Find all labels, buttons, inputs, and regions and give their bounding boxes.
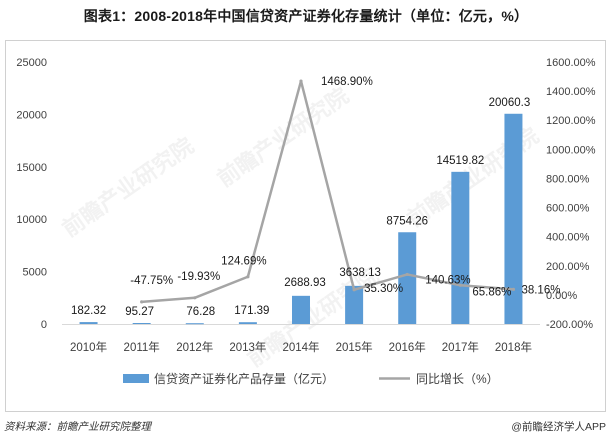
right-axis-tick-label: 1600.00% — [546, 57, 596, 69]
legend-bar-label: 信贷资产证券化产品存量（亿元） — [154, 371, 334, 386]
left-axis-tick-label: 0 — [41, 319, 47, 331]
bar-5 — [292, 295, 310, 324]
bar-data-label: 3638.13 — [339, 267, 381, 279]
bar-1 — [79, 322, 98, 324]
bar-4 — [238, 322, 257, 324]
right-axis-tick-label: -200.00% — [546, 319, 593, 331]
line-data-label: -19.93% — [177, 271, 220, 283]
chart-title: 图表1：2008-2018年中国信贷资产证券化存量统计（单位：亿元，%） — [83, 8, 529, 24]
x-axis-tick-label: 2010年 — [70, 340, 107, 354]
x-axis-tick-label: 2016年 — [389, 340, 426, 354]
chart-panel — [5, 40, 606, 412]
x-axis-tick-label: 2018年 — [495, 340, 532, 354]
x-axis-tick-label: 2012年 — [176, 340, 213, 354]
brand-note: @前瞻经济学人APP — [511, 421, 606, 433]
bar-3 — [185, 323, 204, 325]
line-data-label: 1468.90% — [321, 76, 373, 88]
right-axis-tick-label: 600.00% — [546, 203, 590, 215]
left-axis-tick-label: 20000 — [16, 109, 47, 121]
line-data-label: -47.75% — [130, 275, 173, 287]
x-axis-tick-label: 2017年 — [442, 340, 479, 354]
right-axis-tick-label: 1400.00% — [546, 86, 596, 98]
left-axis-tick-label: 5000 — [23, 267, 47, 279]
growth-point-5 — [299, 79, 303, 83]
line-data-label: 38.16% — [521, 284, 560, 296]
growth-point-7 — [405, 272, 409, 277]
bar-8 — [451, 171, 470, 324]
source-note: 资料来源：前瞻产业研究院整理 — [4, 421, 151, 433]
right-axis-tick-label: 1000.00% — [546, 144, 596, 156]
bar-9 — [504, 113, 523, 324]
right-axis-tick-label: 1200.00% — [546, 115, 596, 127]
x-axis-tick-label: 2011年 — [124, 340, 160, 354]
left-axis-tick-label: 10000 — [16, 214, 47, 226]
bar-data-label: 2688.93 — [284, 277, 326, 289]
growth-point-3 — [193, 296, 197, 300]
bar-data-label: 8754.26 — [386, 215, 428, 227]
growth-point-9 — [511, 287, 516, 291]
right-axis-tick-label: 800.00% — [546, 173, 590, 185]
growth-point-8 — [458, 283, 462, 287]
bar-data-label: 182.32 — [71, 305, 106, 317]
bar-7 — [398, 232, 417, 324]
legend-bar-swatch — [123, 374, 149, 383]
x-axis-tick-label: 2013年 — [229, 340, 266, 354]
line-data-label: 65.86% — [472, 286, 511, 298]
bar-data-label: 76.28 — [186, 306, 215, 318]
line-data-label: 124.69% — [221, 256, 266, 268]
line-data-label: 140.63% — [425, 274, 470, 286]
growth-point-6 — [352, 288, 356, 292]
bar-data-label: 20060.3 — [489, 97, 531, 109]
legend-line-label: 同比增长（%） — [416, 372, 499, 386]
bar-data-label: 14519.82 — [436, 155, 484, 167]
growth-point-2 — [140, 300, 144, 304]
right-axis-tick-label: 0.00% — [546, 290, 577, 302]
line-data-label: 35.30% — [364, 283, 403, 295]
growth-line — [141, 79, 514, 304]
right-axis-tick-label: 200.00% — [546, 261, 590, 273]
bar-data-label: 171.39 — [234, 305, 269, 317]
x-axis-tick-label: 2015年 — [336, 340, 373, 354]
growth-point-4 — [246, 275, 250, 279]
bar-data-label: 95.27 — [125, 306, 154, 318]
left-axis-tick-label: 15000 — [16, 162, 47, 174]
bar-6 — [345, 285, 364, 324]
right-axis-tick-label: 400.00% — [546, 232, 590, 244]
bar-2 — [132, 323, 151, 325]
left-axis-tick-label: 25000 — [16, 57, 47, 69]
x-axis-tick-label: 2014年 — [282, 340, 319, 354]
